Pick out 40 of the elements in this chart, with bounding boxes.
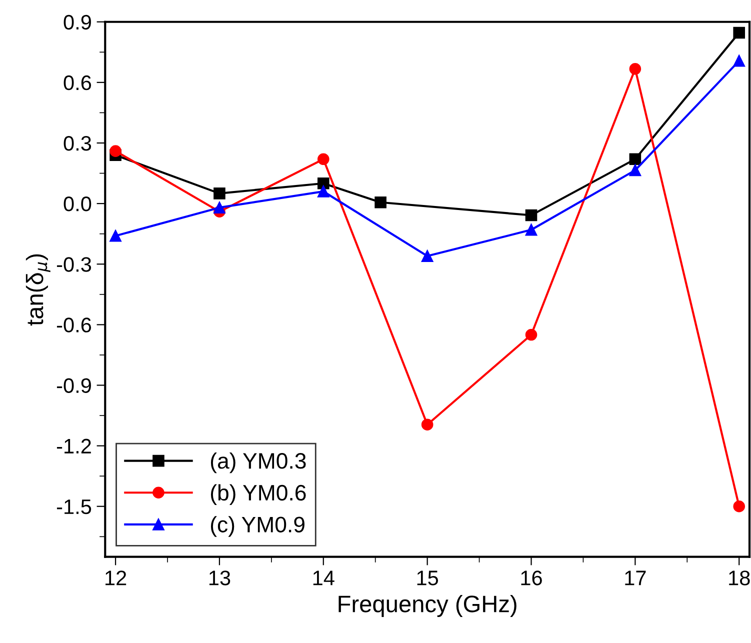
y-tick-label: 0.0 [64, 196, 92, 212]
y-tick-label: 0.3 [64, 136, 92, 151]
legend-label: (a) YM0.3 [210, 452, 306, 474]
point [525, 328, 538, 341]
x-tick-label: 16 [521, 570, 542, 586]
point [525, 224, 538, 236]
point [733, 500, 746, 512]
x-tick-label: 17 [625, 570, 646, 586]
point [110, 145, 122, 157]
y-tick-label: 0.9 [64, 14, 91, 30]
y-tick-label: 0.6 [64, 75, 92, 90]
x-tick-label: 18 [729, 570, 750, 586]
x-tick-label: 13 [209, 570, 230, 586]
x-tick-label: 12 [106, 570, 126, 586]
point [629, 153, 642, 166]
y-axis-title: tan(δ$_{μ}$) [26, 254, 50, 326]
y-tick-label: -1.2 [56, 438, 91, 454]
point [421, 250, 434, 262]
y-tick-label: -0.6 [56, 318, 92, 332]
y-tick-label: -0.3 [56, 257, 92, 272]
point [214, 202, 226, 214]
point [214, 188, 226, 200]
point [317, 186, 330, 198]
point [374, 196, 386, 208]
y-tick-label: -0.9 [56, 378, 91, 393]
point [110, 230, 122, 242]
point [629, 164, 642, 176]
y-tick-label: -1.5 [56, 500, 92, 514]
point [525, 209, 538, 222]
x-axis-title: Frequency (GHz) [338, 595, 516, 618]
x-tick-label: 14 [313, 570, 334, 586]
point [317, 177, 330, 190]
point [421, 418, 434, 431]
x-tick-label: 15 [417, 570, 438, 586]
legend-label: (b) YM0.6 [210, 484, 306, 505]
point [733, 54, 746, 67]
legend-label: (c) YM0.9 [210, 516, 304, 537]
point [733, 26, 746, 39]
point [629, 62, 642, 75]
point [317, 153, 330, 166]
